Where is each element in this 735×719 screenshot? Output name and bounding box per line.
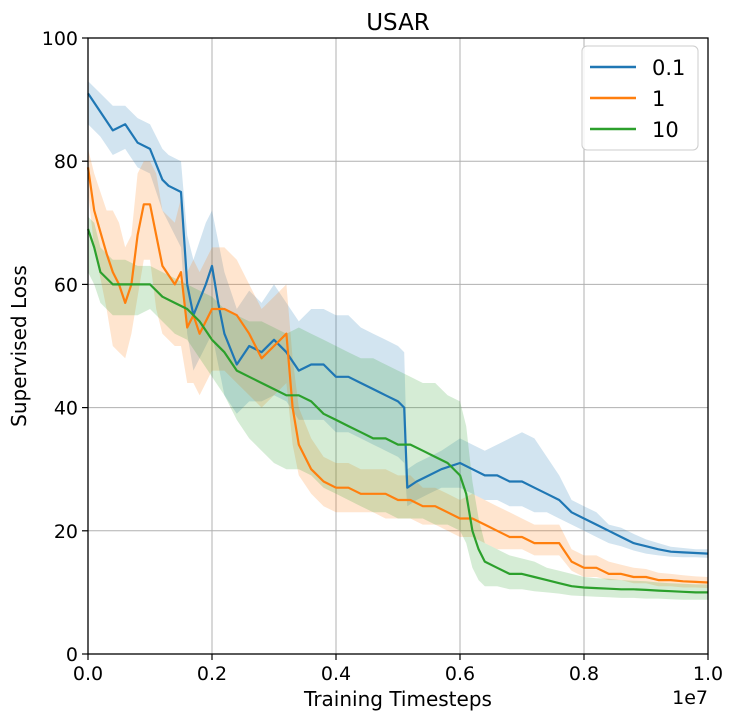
series-lines (86, 92, 709, 594)
y-tick-label: 20 (54, 521, 78, 543)
confidence-bands (88, 81, 708, 600)
line-series-0.1 (87, 92, 709, 555)
legend-label: 1 (652, 87, 665, 111)
band-series-0.1 (88, 81, 708, 558)
y-axis-title: Supervised Loss (7, 265, 31, 427)
x-tick-label: 1.0 (693, 663, 723, 685)
x-tick-label: 0.8 (569, 663, 599, 685)
x-tick-label: 0.0 (73, 663, 103, 685)
x-offset-label: 1e7 (672, 687, 708, 709)
y-tick-label: 0 (66, 644, 78, 666)
line-series-10 (86, 228, 708, 594)
y-tick-label: 40 (54, 398, 78, 420)
line-series-1 (86, 167, 709, 584)
x-tick-label: 0.2 (197, 663, 227, 685)
y-axis: 0 20 40 60 80 100 (42, 28, 88, 666)
x-tick-label: 0.6 (445, 663, 475, 685)
legend-box (581, 45, 699, 151)
band-series-10 (88, 216, 708, 600)
x-axis: 0.0 0.2 0.4 0.6 0.8 1.0 (73, 654, 723, 685)
x-tick-label: 0.4 (321, 663, 351, 685)
legend: 0.1 1 10 (581, 45, 699, 151)
x-axis-title: Training Timesteps (303, 687, 492, 711)
chart-title: USAR (366, 10, 430, 36)
legend-label: 10 (652, 118, 679, 142)
plot-frame (87, 37, 709, 655)
y-tick-label: 60 (54, 274, 78, 296)
y-tick-label: 100 (42, 28, 78, 50)
legend-label: 0.1 (652, 56, 685, 80)
y-tick-label: 80 (54, 151, 78, 173)
